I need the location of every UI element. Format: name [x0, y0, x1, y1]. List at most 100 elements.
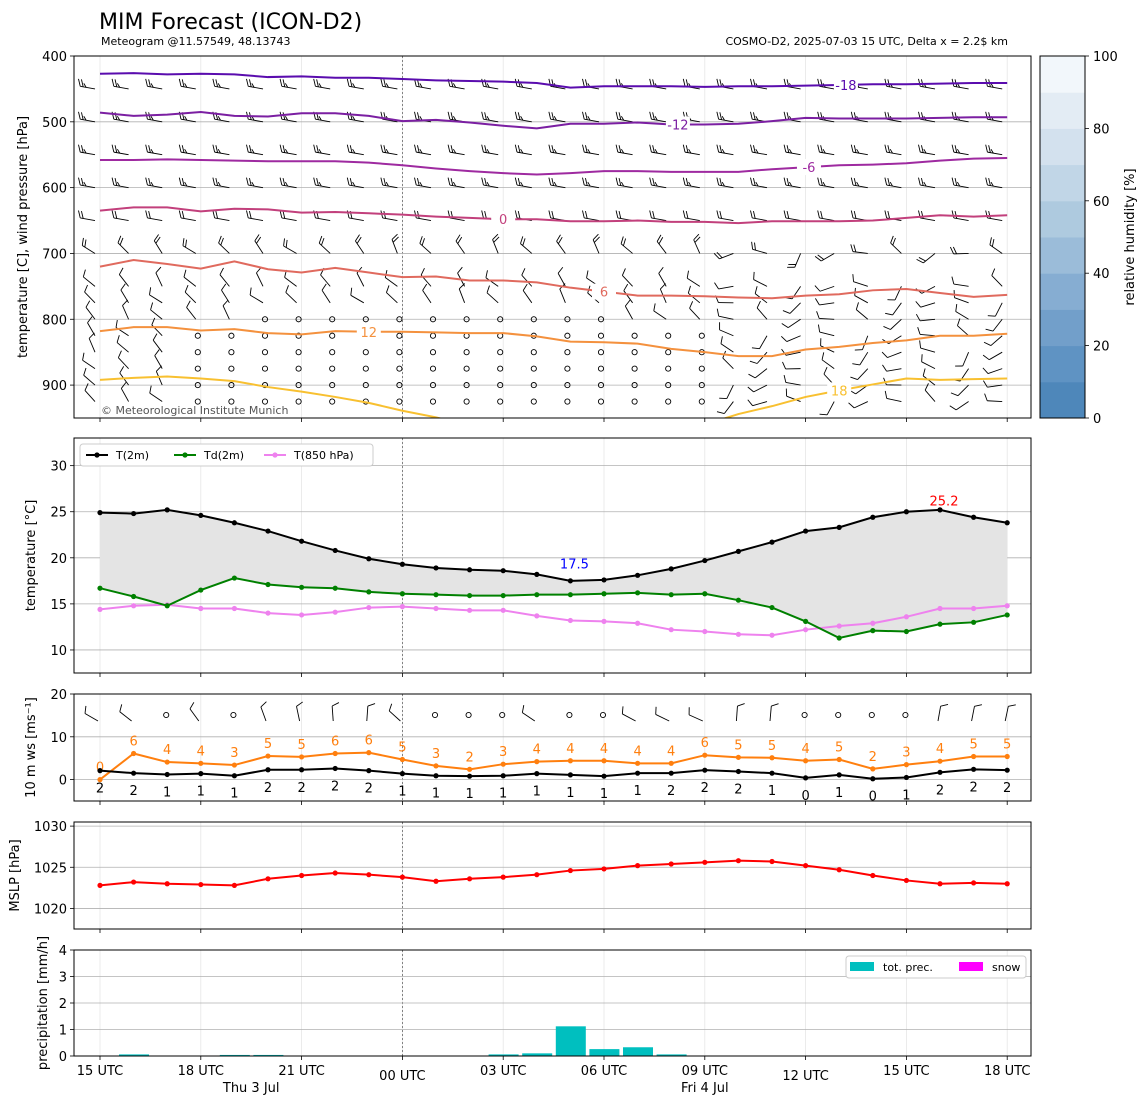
barb-flag	[660, 283, 666, 290]
data-point	[803, 863, 809, 869]
barb-shaft	[249, 294, 264, 304]
data-point	[836, 772, 842, 778]
calm-circle	[261, 398, 269, 405]
barb-flag	[748, 373, 756, 379]
barb-flag	[820, 210, 823, 219]
wind-barb	[850, 244, 868, 254]
barb-shaft	[180, 118, 196, 123]
barb-shaft	[483, 184, 499, 189]
barb-flag	[883, 326, 891, 330]
wind-barb	[380, 177, 398, 189]
isotherm-label-bg	[833, 76, 858, 93]
data-point	[265, 767, 271, 773]
time-tick-label: 18 UTC	[178, 1064, 224, 1079]
wind-barb	[118, 267, 129, 287]
barb-flag	[656, 234, 662, 242]
barb-shaft	[789, 302, 801, 314]
barb-flag	[587, 116, 591, 121]
extreme-label: 25.2	[930, 495, 959, 510]
barb-flag	[282, 178, 286, 186]
barb-flag	[413, 46, 417, 53]
barb-shaft	[651, 118, 667, 123]
wind-barb	[178, 144, 196, 156]
data-point	[366, 768, 372, 774]
data-label: 2	[297, 781, 305, 796]
data-point	[735, 858, 742, 864]
barb-shaft	[819, 318, 835, 320]
wind-barb	[222, 299, 230, 320]
precip-bar	[219, 1054, 250, 1056]
barb-flag	[520, 181, 524, 187]
precip-bar	[488, 1054, 519, 1056]
calm-circle	[295, 398, 302, 405]
barb-flag	[850, 177, 854, 186]
wind-barb	[80, 56, 96, 57]
barb-flag	[856, 148, 860, 154]
barb-shaft	[149, 294, 163, 304]
data-point	[467, 592, 473, 599]
barb-shaft	[296, 706, 301, 722]
barb-flag	[318, 235, 323, 244]
wind-barb	[952, 368, 969, 382]
wind-barb	[83, 367, 96, 386]
barb-flag	[117, 181, 121, 187]
barb-flag	[122, 299, 129, 306]
barb-shaft	[516, 85, 532, 90]
barb-flag	[918, 78, 921, 87]
data-point	[702, 859, 708, 865]
wind-barb	[150, 302, 163, 320]
barb-flag	[145, 210, 148, 219]
barb-shaft	[214, 184, 230, 189]
upper-air-tick-label: 600	[42, 182, 67, 197]
barb-flag	[957, 50, 961, 54]
upper-air-tick-label: 800	[42, 313, 67, 328]
barb-shaft	[819, 118, 835, 123]
barb-flag	[957, 148, 961, 154]
barb-flag	[719, 178, 723, 186]
barb-shaft	[521, 274, 533, 287]
barb-shaft	[550, 118, 566, 123]
barb-shaft	[382, 151, 398, 156]
wind-barb	[783, 144, 801, 156]
barb-flag	[181, 79, 185, 87]
wind-barb	[984, 393, 1003, 402]
barb-flag	[753, 145, 756, 153]
wind-barb	[246, 144, 264, 156]
barb-flag	[414, 111, 417, 120]
barb-flag	[219, 267, 224, 275]
wind-barb	[783, 210, 801, 221]
barb-flag	[853, 244, 857, 253]
barb-flag	[120, 382, 127, 389]
barb-flag	[848, 402, 855, 409]
wind-barb	[890, 235, 902, 254]
wind-barb	[520, 236, 533, 254]
barb-flag	[352, 50, 356, 54]
barb-shaft	[80, 118, 96, 123]
barb-shaft	[116, 342, 129, 353]
barb-flag	[719, 397, 727, 400]
barb-shaft	[987, 85, 1003, 90]
barb-shaft	[920, 217, 936, 221]
barb-shaft	[684, 151, 700, 156]
wind-barb	[915, 313, 936, 322]
barb-flag	[649, 210, 652, 219]
wind-barb	[982, 351, 1003, 361]
barb-flag	[688, 50, 692, 54]
data-point	[500, 761, 506, 767]
data-point	[702, 752, 708, 758]
barb-shaft	[180, 151, 196, 156]
barb-shaft	[113, 85, 129, 90]
data-label: 4	[667, 744, 675, 759]
data-point	[971, 753, 977, 760]
barb-flag	[111, 78, 115, 87]
barb-flag	[83, 367, 87, 376]
barb-flag	[988, 145, 991, 153]
barb-shaft	[348, 217, 364, 221]
data-point	[870, 872, 876, 879]
barb-shaft	[989, 244, 1003, 254]
data-point	[299, 612, 305, 618]
barb-flag	[85, 300, 91, 308]
data-point	[702, 557, 708, 564]
data-point	[836, 756, 842, 763]
barb-flag	[985, 177, 988, 186]
